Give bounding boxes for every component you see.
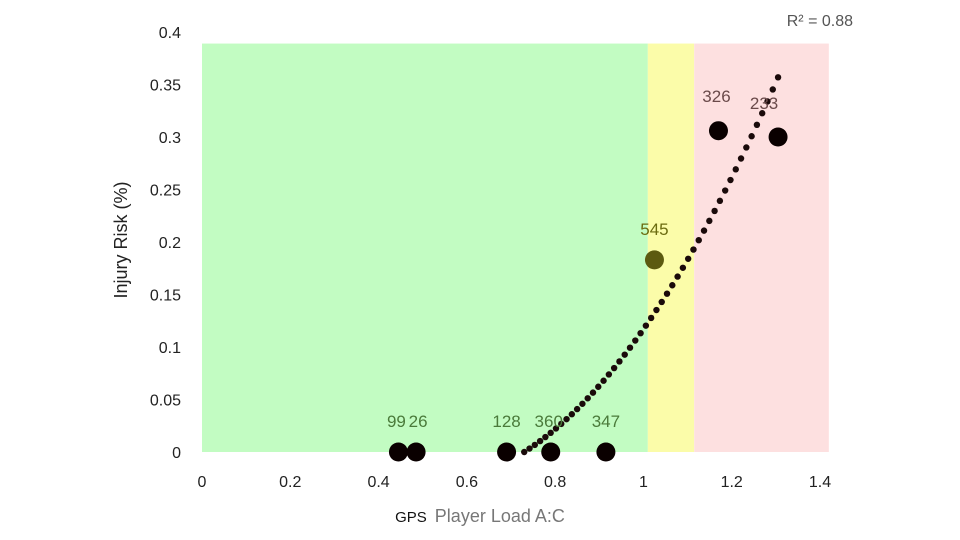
y-tick-label: 0.35 xyxy=(150,78,181,95)
trendline-dot xyxy=(706,217,713,225)
y-tick-label: 0 xyxy=(172,445,181,462)
trendline-dot xyxy=(759,110,766,117)
data-points xyxy=(388,121,788,462)
x-tick-label: 1.4 xyxy=(809,474,831,491)
x-axis-label: GPS Player Load A:C xyxy=(0,506,960,527)
trendline-dot xyxy=(737,155,745,162)
data-point xyxy=(768,127,788,147)
trendline-dot xyxy=(721,187,729,194)
trendline-dot xyxy=(626,344,634,351)
trendline-dot xyxy=(658,298,665,306)
trendline-dot xyxy=(690,246,697,253)
data-point xyxy=(388,442,408,462)
trendline-dot xyxy=(595,383,602,390)
trendline-dot xyxy=(521,448,528,456)
point-label: 128 xyxy=(492,412,520,431)
trendline-dot xyxy=(700,227,708,234)
x-tick-label: 0.8 xyxy=(544,474,566,491)
trendline-dot xyxy=(727,176,734,184)
point-label: 545 xyxy=(640,220,668,239)
data-point xyxy=(406,442,426,462)
trendline-dot xyxy=(769,86,776,93)
trendline-dot xyxy=(531,441,539,449)
x-tick-label: 0.4 xyxy=(367,474,389,491)
trendline-dot xyxy=(764,98,771,105)
trendline-dot xyxy=(579,400,586,407)
x-tick-label: 1 xyxy=(639,474,648,491)
trendline-dot xyxy=(716,197,724,205)
trendline-dot xyxy=(663,290,671,297)
trendline-dot xyxy=(774,74,782,81)
x-tick-label: 0 xyxy=(198,474,207,491)
trendline-dot xyxy=(616,358,623,365)
trendline-dot xyxy=(653,306,660,314)
x-tick-label: 0.6 xyxy=(456,474,478,491)
risk-zones xyxy=(202,43,829,453)
data-point xyxy=(644,250,664,270)
trendline-dot xyxy=(732,166,739,173)
x-axis-label-prefix: GPS xyxy=(395,509,427,526)
trendline-dot xyxy=(605,371,613,378)
zone-0 xyxy=(202,43,648,453)
y-tick-label: 0.1 xyxy=(159,340,181,357)
point-label: 360 xyxy=(535,412,563,431)
trendline-dot xyxy=(542,433,549,441)
trendline-dot xyxy=(536,437,544,445)
x-tick-label: 0.2 xyxy=(279,474,301,491)
y-tick-label: 0.3 xyxy=(159,130,181,147)
trendline-dot xyxy=(573,405,581,413)
trendline-dot xyxy=(674,273,681,280)
y-axis-ticks: 0 0.05 0.1 0.15 0.2 0.25 0.3 0.35 0.4 xyxy=(150,25,181,462)
point-label: 99 xyxy=(387,412,406,431)
trendline-dot xyxy=(753,121,761,129)
data-point xyxy=(708,121,728,141)
data-point xyxy=(497,442,517,462)
trendline-dot xyxy=(695,236,702,244)
y-tick-label: 0.25 xyxy=(150,183,181,200)
trendline-dot xyxy=(669,282,676,289)
point-label: 326 xyxy=(702,87,730,106)
trendline-dot xyxy=(679,264,687,271)
y-tick-label: 0.05 xyxy=(150,393,181,410)
point-label: 347 xyxy=(592,412,620,431)
trendline-dot xyxy=(647,314,655,322)
trendline-dot xyxy=(711,207,718,215)
trendline-dot xyxy=(526,445,533,452)
trendline-dot xyxy=(637,329,644,337)
y-axis-label: Injury Risk (%) xyxy=(111,181,131,298)
data-point xyxy=(541,442,561,462)
trendline-dot xyxy=(610,364,618,372)
trendline-dot xyxy=(558,420,565,428)
y-tick-label: 0.15 xyxy=(150,288,181,305)
point-labels: 99 26 128 360 347 545 326 233 xyxy=(387,87,778,431)
r-squared-annotation: R² = 0.88 xyxy=(787,13,853,30)
point-label: 26 xyxy=(409,412,428,431)
trendline-dot xyxy=(632,337,639,344)
point-label: 233 xyxy=(750,94,778,113)
trendline-dot xyxy=(552,425,560,432)
trendline-dot xyxy=(748,133,755,140)
x-axis-ticks: 0 0.2 0.4 0.6 0.8 1 1.2 1.4 xyxy=(198,474,832,491)
trendline-dot xyxy=(584,395,591,402)
trendline-dot xyxy=(589,389,597,396)
trendline-dot xyxy=(642,322,650,329)
x-axis-label-text: Player Load A:C xyxy=(434,506,565,526)
trendline-dot xyxy=(547,429,554,437)
trendline-dot xyxy=(568,411,576,418)
trendline-dot xyxy=(600,377,607,384)
trendline-dot xyxy=(684,255,692,262)
trendline-dot xyxy=(563,415,570,423)
trendline-dot xyxy=(743,144,750,151)
trendline-dot xyxy=(621,351,628,358)
x-tick-label: 1.2 xyxy=(721,474,743,491)
y-tick-label: 0.4 xyxy=(159,25,181,42)
data-point xyxy=(596,442,616,462)
y-tick-label: 0.2 xyxy=(159,235,181,252)
zone-1 xyxy=(647,43,695,453)
trendline xyxy=(521,74,782,456)
